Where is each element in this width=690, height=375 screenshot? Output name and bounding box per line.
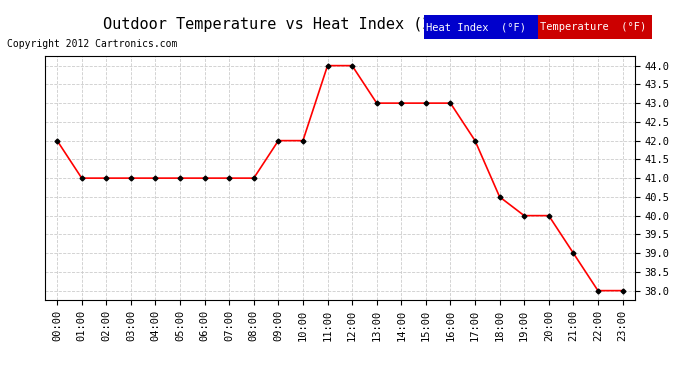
Text: Outdoor Temperature vs Heat Index (24 Hours) 20121108: Outdoor Temperature vs Heat Index (24 Ho… <box>104 17 586 32</box>
Text: Temperature  (°F): Temperature (°F) <box>540 22 647 32</box>
Text: Copyright 2012 Cartronics.com: Copyright 2012 Cartronics.com <box>7 39 177 50</box>
Text: Heat Index  (°F): Heat Index (°F) <box>426 22 526 32</box>
